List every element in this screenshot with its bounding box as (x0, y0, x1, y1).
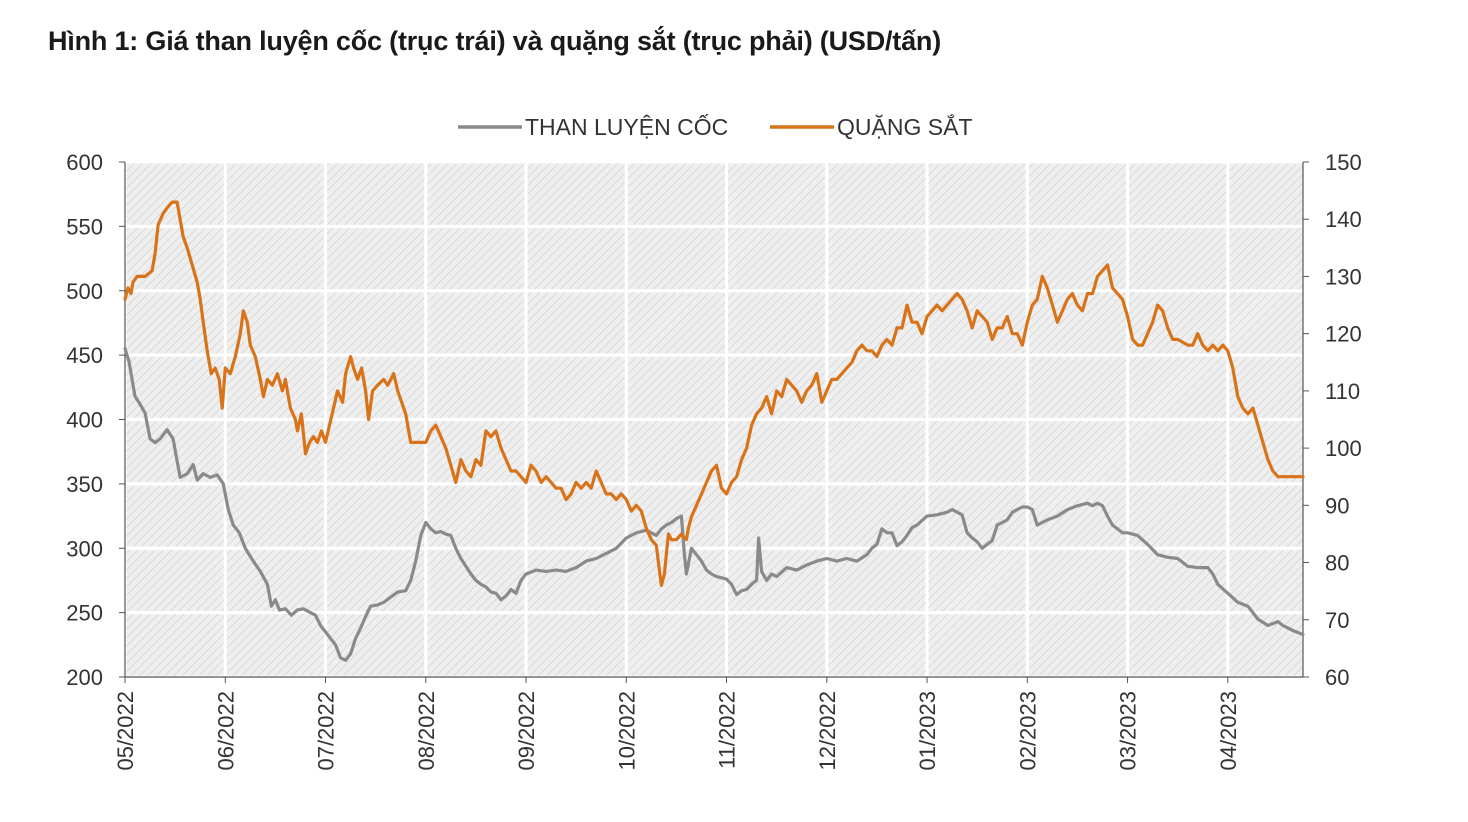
gridlines (123, 160, 1303, 679)
x-tick-label: 01/2023 (915, 691, 940, 771)
y-right-tick-label: 130 (1325, 264, 1362, 289)
x-tick-label: 07/2022 (314, 691, 339, 771)
x-tick-label: 11/2022 (715, 691, 740, 769)
x-tick-label: 10/2022 (614, 691, 639, 771)
legend: THAN LUYỆN CỐC QUẶNG SẮT (458, 113, 972, 140)
axes: 600 550 500 450 400 350 300 250 200 150 140 130 120 1… (66, 150, 1361, 771)
series-coking-coal-line (123, 347, 1305, 662)
y-left-tick-label: 550 (66, 214, 103, 239)
y-right-tick-label: 110 (1325, 379, 1360, 404)
x-tick-label: 08/2022 (414, 691, 439, 771)
series-iron-ore-line (123, 200, 1305, 587)
y-left-tick-label: 500 (66, 279, 103, 304)
x-tick-label: 06/2022 (213, 691, 238, 771)
y-right-tick-label: 150 (1325, 150, 1362, 175)
x-tick-label: 02/2023 (1015, 691, 1040, 771)
legend-coking-coal-label: THAN LUYỆN CỐC (525, 113, 728, 140)
y-left-tick-label: 200 (66, 665, 103, 690)
y-right-tick-label: 90 (1325, 493, 1349, 518)
y-right-tick-label: 120 (1325, 322, 1362, 347)
y-right-tick-label: 100 (1325, 436, 1362, 461)
legend-iron-ore-label: QUẶNG SẮT (837, 113, 972, 140)
chart-title: Hình 1: Giá than luyện cốc (trục trái) v… (48, 26, 941, 56)
y-left-tick-label: 450 (66, 343, 103, 368)
y-left-tick-label: 600 (66, 150, 103, 175)
y-left-tick-label: 300 (66, 536, 103, 561)
x-tick-label: 05/2022 (113, 691, 138, 771)
y-left-tick-label: 400 (66, 408, 103, 433)
y-right-tick-label: 140 (1325, 207, 1362, 232)
y-left-tick-label: 250 (66, 601, 103, 626)
x-tick-label: 03/2023 (1116, 691, 1141, 771)
y-right-tick-label: 60 (1325, 665, 1349, 690)
y-right-tick-label: 80 (1325, 551, 1349, 576)
x-tick-label: 12/2022 (815, 691, 840, 771)
y-right-tick-label: 70 (1325, 608, 1349, 633)
x-tick-label: 04/2023 (1216, 691, 1241, 771)
y-left-tick-label: 350 (66, 472, 103, 497)
x-tick-label: 09/2022 (514, 691, 539, 771)
series-layer (123, 200, 1305, 662)
